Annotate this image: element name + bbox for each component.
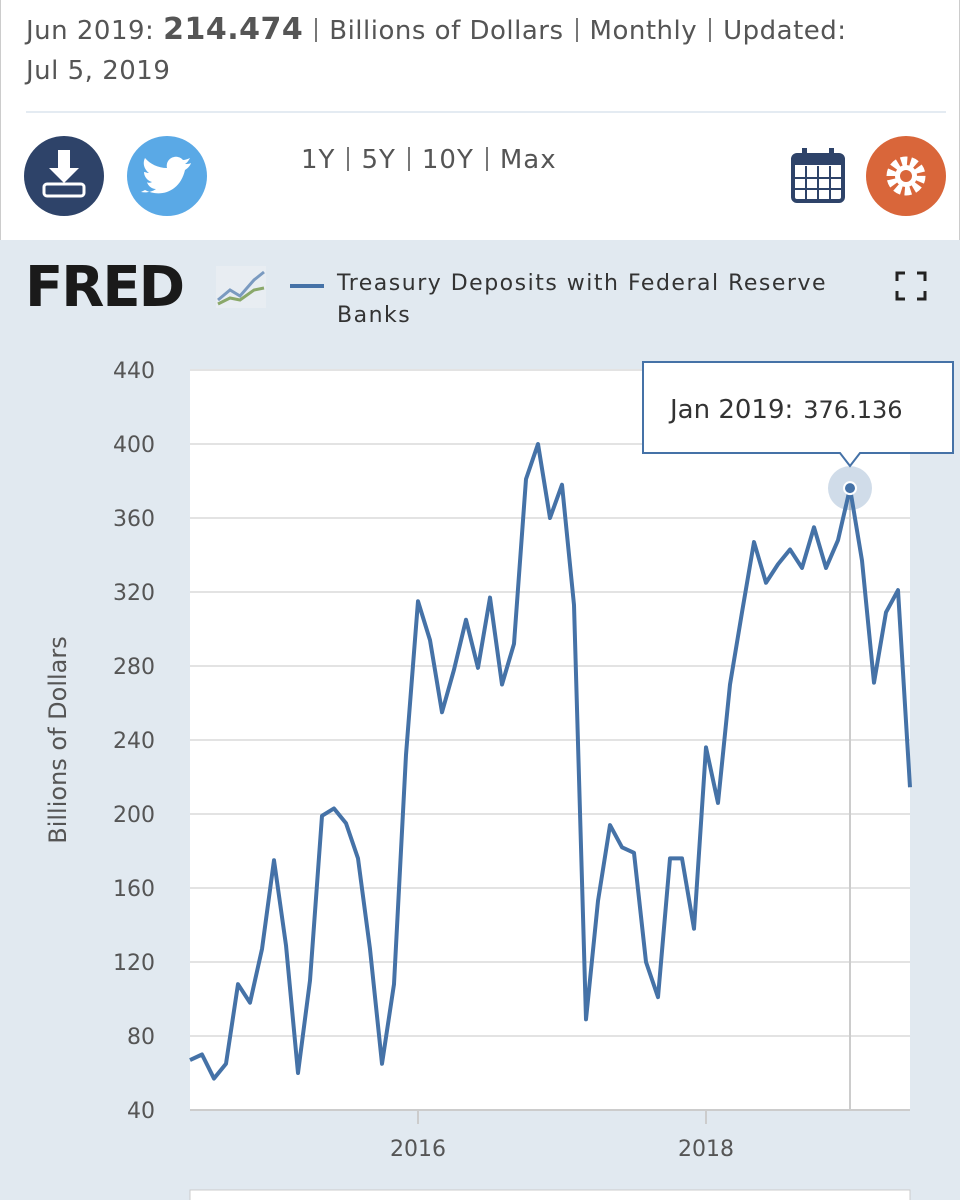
frequency: Monthly [589, 16, 698, 46]
fullscreen-button[interactable] [895, 271, 927, 301]
calendar-button[interactable] [791, 148, 845, 203]
units: Billions of Dollars [329, 16, 564, 46]
y-tick-label: 320 [113, 581, 155, 606]
y-tick-label: 120 [113, 951, 155, 976]
separator [485, 147, 488, 171]
fred-logo: FRED [25, 255, 183, 320]
updated-date: Jul 5, 2019 [26, 56, 171, 86]
y-tick-label: 200 [113, 803, 155, 828]
navigator [189, 1189, 911, 1200]
range-button[interactable]: 10Y [421, 145, 474, 175]
range-button[interactable]: Max [499, 145, 557, 175]
series-info: Jun 2019: 214.474 Billions of Dollars Mont… [26, 10, 926, 91]
separator [575, 18, 578, 42]
range-button[interactable]: 5Y [361, 145, 396, 175]
separator [347, 147, 350, 171]
download-button[interactable] [24, 136, 104, 216]
range-button[interactable]: 1Y [301, 145, 336, 175]
x-tick-label: 2016 [390, 1137, 446, 1162]
obs-date: Jun 2019: [26, 16, 155, 46]
divider [26, 111, 946, 113]
separator [407, 147, 410, 171]
obs-value: 214.474 [163, 12, 304, 47]
logo-graph [216, 266, 266, 308]
hover-point [843, 481, 857, 496]
y-tick-label: 400 [113, 433, 155, 458]
x-tick-label: 2018 [678, 1137, 734, 1162]
range-selector: 1Y 5Y 10Y Max [301, 145, 557, 175]
y-tick-label: 80 [127, 1025, 155, 1050]
data-line [189, 442, 912, 1081]
tooltip-label: Jan 2019: [668, 395, 793, 425]
tooltip: Jan 2019: 376.136 [642, 361, 954, 468]
separator [709, 18, 712, 42]
legend-label: Treasury Deposits with Federal Reserve B… [337, 271, 828, 328]
settings-button[interactable] [866, 136, 946, 216]
y-axis-label: Billions of Dollars [44, 636, 72, 844]
y-tick-label: 440 [113, 359, 155, 384]
tooltip-value: 376.136 [803, 396, 902, 424]
tooltip-box [642, 361, 954, 468]
separator [315, 18, 318, 42]
twitter-button[interactable] [127, 136, 207, 216]
y-tick-label: 160 [113, 877, 155, 902]
y-tick-label: 40 [127, 1099, 155, 1124]
y-tick-label: 240 [113, 729, 155, 754]
tooltip-text: Jan 2019: 376.136 [668, 395, 903, 425]
y-tick-label: 280 [113, 655, 155, 680]
updated: Updated: [723, 16, 847, 46]
y-tick-label: 360 [113, 507, 155, 532]
